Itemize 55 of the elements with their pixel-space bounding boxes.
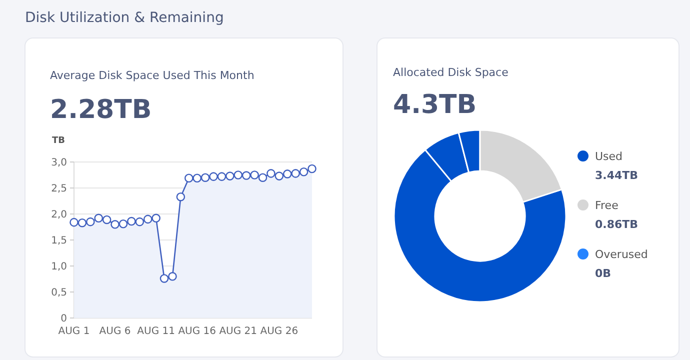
legend-label: Used: [595, 150, 623, 163]
point: [152, 214, 160, 223]
y-tick-label: 2,0: [51, 210, 67, 220]
text: 0B: [595, 267, 612, 280]
point: [143, 214, 152, 224]
legend-label: Overused: [595, 248, 648, 261]
point: [192, 174, 202, 183]
y-tick-label: 0: [60, 314, 67, 324]
text: 3.44TB: [595, 169, 638, 182]
point: [184, 174, 194, 183]
y-tick-label: 1,5: [51, 236, 67, 246]
y-tick-label: 2,5: [51, 184, 67, 194]
point: [200, 173, 210, 182]
point: [299, 167, 308, 176]
chart-subtitle: 4.3TB: [393, 90, 477, 120]
point: [118, 219, 128, 228]
point: [86, 217, 95, 226]
text: 0.86TB: [595, 218, 638, 231]
point: [250, 170, 259, 180]
x-tick-label: AUG 21: [219, 326, 258, 337]
point: [266, 169, 276, 178]
point: [274, 172, 284, 180]
chart-title: Allocated Disk Space: [393, 66, 509, 79]
point: [226, 172, 234, 180]
x-tick-label: AUG 26: [260, 326, 298, 337]
y-tick-label: 1,0: [51, 262, 67, 272]
point: [70, 218, 78, 227]
x-tick-label: AUG 6: [99, 326, 131, 337]
point: [102, 215, 112, 224]
point: [209, 172, 218, 181]
point: [78, 218, 87, 228]
chart-title: Average Disk Space Used This Month: [50, 69, 254, 82]
point: [291, 169, 300, 178]
point: [308, 164, 316, 174]
point: [127, 216, 136, 226]
point: [135, 217, 144, 226]
y-tick-label: 3,0: [51, 158, 67, 168]
text: Disk Utilization & Remaining: [25, 10, 224, 26]
point: [234, 170, 243, 180]
legend-label: Free: [595, 199, 619, 212]
point: [94, 214, 104, 223]
point: [258, 173, 268, 182]
x-tick-label: AUG 1: [58, 326, 90, 337]
point: [217, 172, 226, 181]
point: [242, 171, 251, 180]
chart-subtitle: 2.28TB: [50, 95, 152, 125]
point: [282, 170, 292, 178]
point: [176, 192, 186, 202]
y-tick-label: 0,5: [51, 288, 67, 298]
point: [160, 274, 169, 283]
y-axis-title: TB: [52, 136, 66, 146]
point: [168, 272, 177, 281]
point: [110, 220, 120, 229]
x-tick-label: AUG 11: [137, 326, 175, 337]
x-tick-label: AUG 16: [178, 326, 216, 337]
